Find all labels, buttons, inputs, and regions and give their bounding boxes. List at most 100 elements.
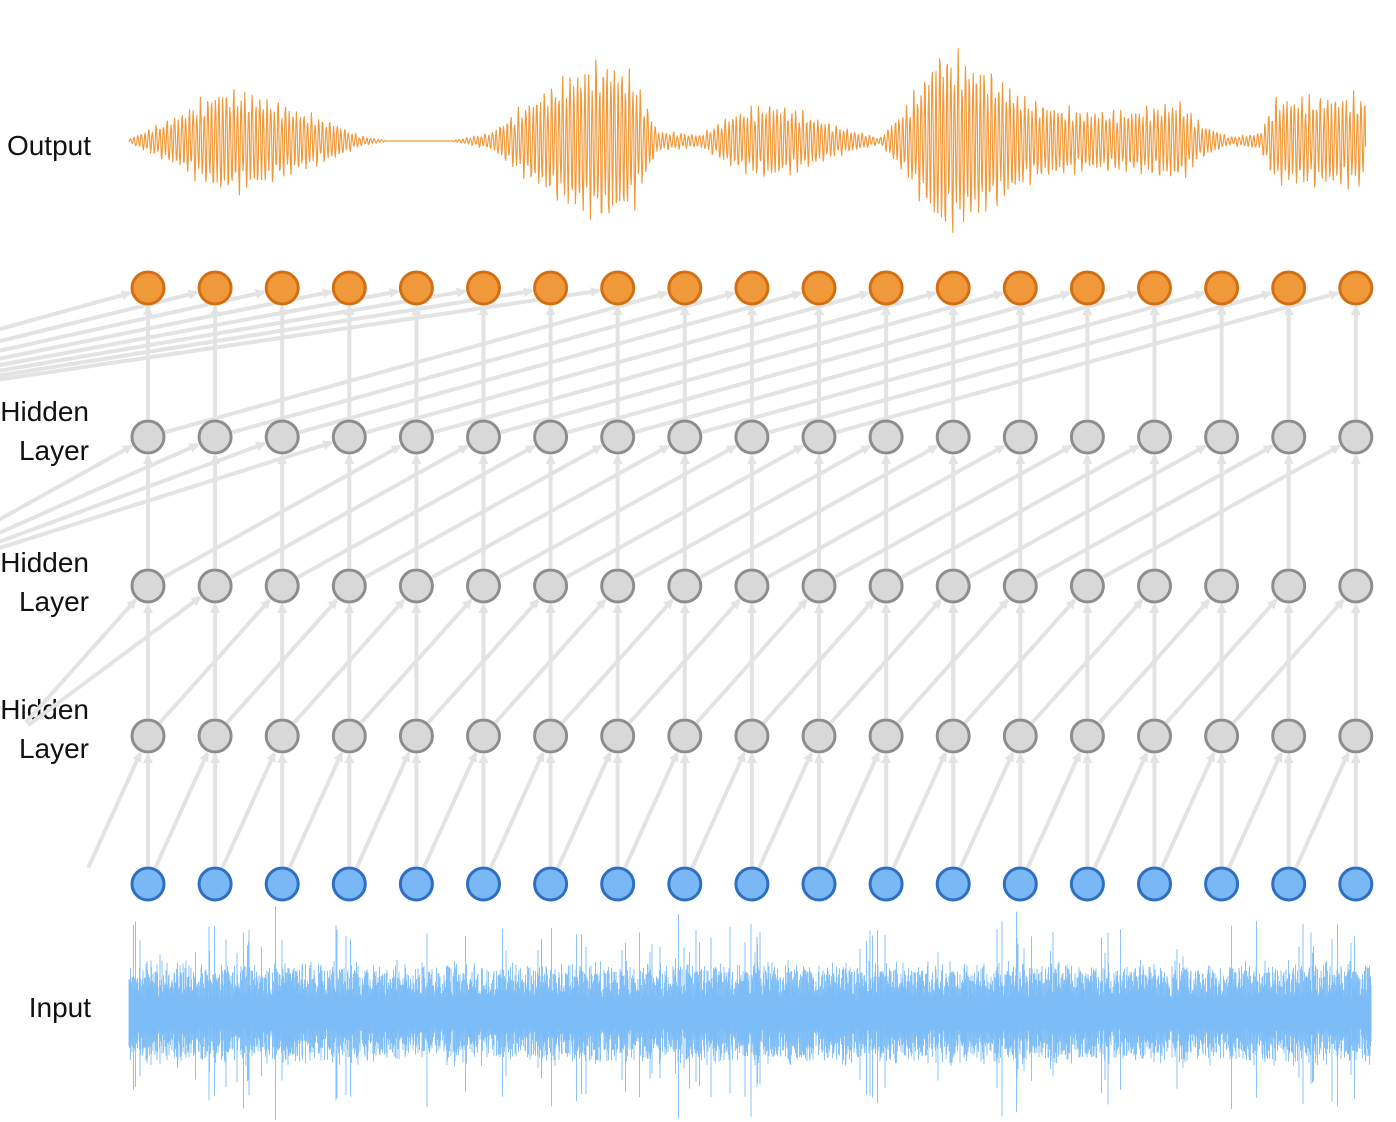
- connection-arrow: [963, 598, 1077, 724]
- hidden-2-node: [197, 568, 233, 604]
- hidden-1-node: [868, 718, 904, 754]
- connection-arrow: [27, 595, 202, 727]
- connection-arrow: [1030, 598, 1144, 724]
- hidden-1-node: [734, 718, 770, 754]
- hidden-3-node: [1002, 419, 1038, 455]
- connection-arrow: [1097, 598, 1211, 724]
- hidden-2-node: [264, 568, 300, 604]
- output-node: [130, 270, 166, 306]
- hidden-3-node: [398, 419, 434, 455]
- connection-arrow: [433, 290, 937, 435]
- hidden-1-node: [466, 718, 501, 754]
- connection-arrow: [0, 444, 134, 522]
- hidden-2-node: [533, 568, 569, 604]
- output-node: [1204, 270, 1240, 306]
- input-node: [197, 866, 233, 902]
- hidden-1-node: [398, 718, 434, 754]
- connection-arrow: [231, 290, 736, 435]
- hidden-2-node: [868, 568, 904, 604]
- connection-arrow: [829, 598, 942, 724]
- connection-arrow: [958, 751, 1015, 869]
- hidden-3-node: [1069, 419, 1105, 455]
- output-label: Output: [7, 126, 91, 165]
- connection-arrow: [498, 444, 738, 580]
- hidden-3-node: [197, 419, 233, 455]
- connection-arrow: [431, 444, 670, 580]
- network-nodes: [130, 270, 1374, 902]
- input-node: [600, 866, 636, 902]
- output-node: [600, 270, 636, 306]
- connection-arrow: [1035, 444, 1274, 580]
- hidden-3-node: [935, 419, 971, 455]
- hidden-1-node: [667, 718, 703, 754]
- input-node: [1204, 866, 1240, 902]
- network-connections: [0, 287, 1361, 869]
- output-node: [935, 270, 971, 306]
- connection-arrow: [359, 598, 473, 724]
- output-node: [1137, 270, 1172, 306]
- connection-arrow: [0, 440, 334, 550]
- output-node: [197, 270, 233, 306]
- input-node: [1271, 866, 1307, 902]
- connection-arrow: [623, 751, 679, 869]
- connection-arrow: [0, 287, 534, 378]
- hidden-2-node: [935, 568, 971, 604]
- input-waveform-path: [128, 906, 1372, 1121]
- input-node: [466, 866, 501, 902]
- hidden-2-node: [1338, 568, 1374, 604]
- connection-arrow: [833, 444, 1073, 580]
- connection-arrow: [0, 290, 132, 332]
- hidden-3-node: [466, 419, 501, 455]
- input-label-text: Input: [28, 992, 91, 1023]
- connection-arrow: [0, 287, 601, 382]
- connection-arrow: [164, 290, 669, 435]
- connection-arrow: [701, 290, 1206, 435]
- hidden-3-node: [1338, 419, 1374, 455]
- connection-arrow: [695, 598, 808, 724]
- hidden-2-node: [1271, 568, 1307, 604]
- connection-arrow: [967, 444, 1207, 580]
- connection-arrow: [489, 751, 545, 869]
- hidden-3-node: [1271, 419, 1307, 455]
- hidden-3-node: [1204, 419, 1240, 455]
- input-node: [533, 866, 569, 902]
- connection-arrow: [0, 289, 199, 344]
- hidden-3-node: [130, 419, 166, 455]
- connection-arrow: [421, 751, 478, 869]
- connection-arrow: [0, 441, 267, 544]
- input-label: Input: [29, 988, 91, 1027]
- hidden-1-node: [1271, 718, 1307, 754]
- input-node: [398, 866, 434, 902]
- hidden-layer-2-label-line2: Layer: [18, 586, 89, 617]
- connection-arrow: [220, 751, 277, 869]
- hidden-2-node: [1204, 568, 1240, 604]
- output-node: [1069, 270, 1105, 306]
- connection-arrow: [354, 751, 411, 869]
- hidden-2-node: [667, 568, 703, 604]
- output-waveform: [128, 48, 1367, 233]
- connection-arrow: [690, 751, 746, 869]
- hidden-3-node: [667, 419, 703, 455]
- hidden-1-node: [264, 718, 300, 754]
- output-node: [533, 270, 569, 306]
- connection-arrow: [634, 290, 1139, 435]
- input-node: [1137, 866, 1172, 902]
- connection-arrow: [1092, 751, 1149, 869]
- hidden-2-node: [801, 568, 837, 604]
- input-node: [935, 866, 971, 902]
- hidden-1-node: [1002, 718, 1038, 754]
- output-node: [466, 270, 501, 306]
- connection-arrow: [835, 290, 1340, 435]
- connection-arrow: [0, 442, 200, 535]
- output-node: [801, 270, 837, 306]
- connection-arrow: [153, 751, 210, 869]
- connection-arrow: [225, 598, 339, 724]
- connection-arrow: [1102, 444, 1341, 580]
- connection-arrow: [0, 287, 467, 373]
- connection-arrow: [0, 288, 266, 353]
- connection-arrow: [768, 290, 1273, 435]
- output-node: [868, 270, 904, 306]
- connection-arrow: [628, 598, 741, 724]
- connection-arrow: [632, 444, 872, 580]
